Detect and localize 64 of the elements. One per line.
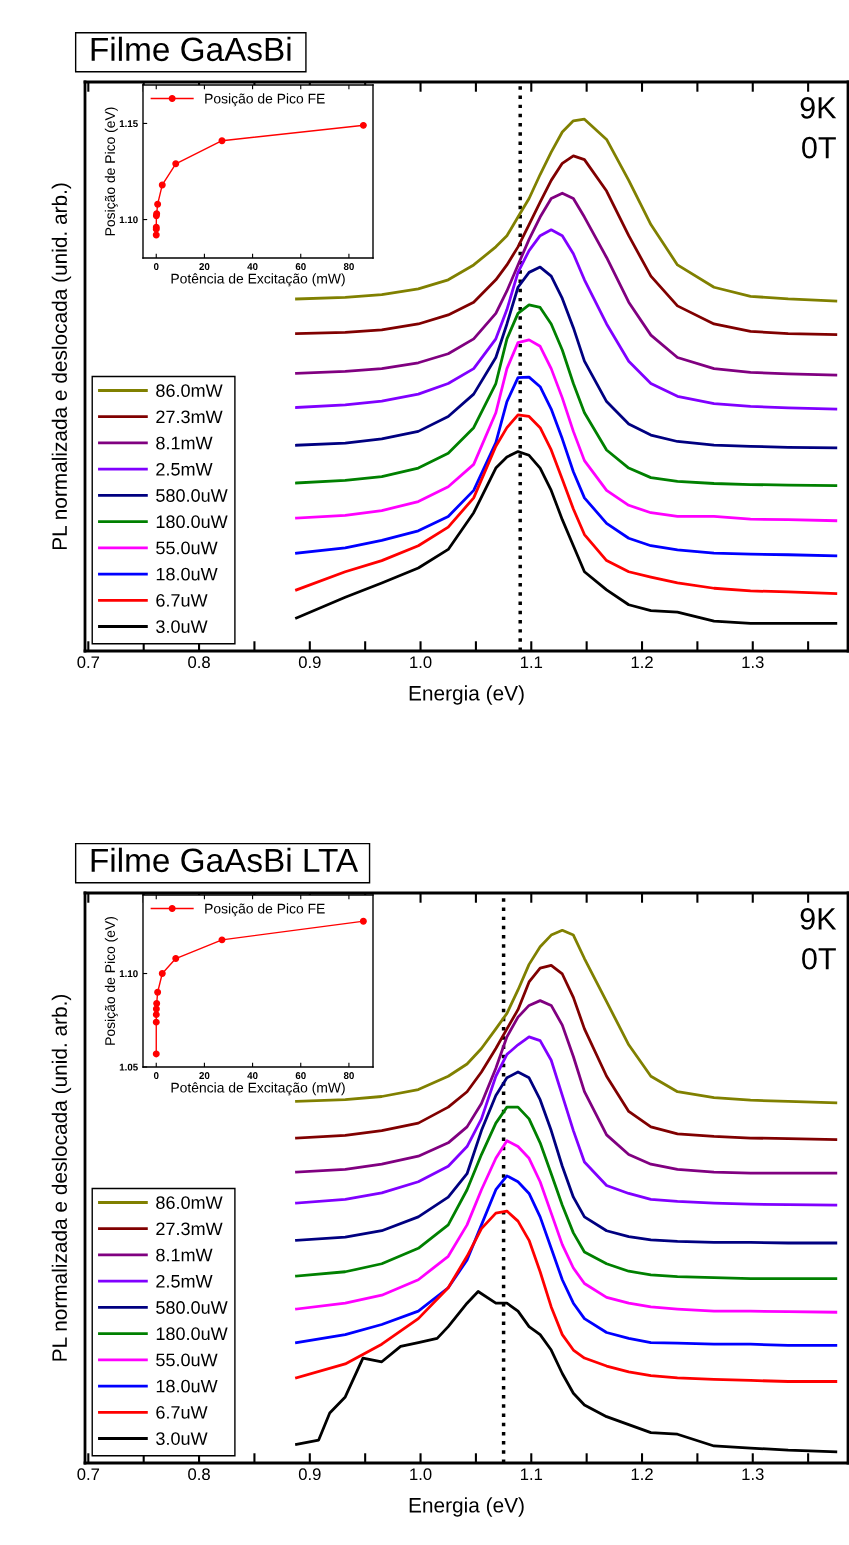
legend-label: 55.0uW xyxy=(156,541,218,555)
x-tick-label: 1.3 xyxy=(742,656,764,669)
x-tick-label: 1.3 xyxy=(742,1468,764,1481)
x-axis-title: Energia (eV) xyxy=(409,685,524,705)
y-tick-label: 1.15 xyxy=(119,120,138,128)
x-tick-label: 1.2 xyxy=(631,656,653,668)
legend-label: 18.0uW xyxy=(156,567,218,581)
x-tick-label: 1.0 xyxy=(410,1468,432,1481)
legend-label: 27.3mW xyxy=(156,1222,223,1236)
x-tick-label: 0.8 xyxy=(188,656,210,669)
legend-label: 3.0uW xyxy=(156,1432,208,1445)
x-tick-label: 80 xyxy=(343,263,354,270)
legend-label: 580.0uW xyxy=(156,1301,228,1314)
legend-label: Posição de Pico FE xyxy=(205,93,325,107)
legend-label: 55.0uW xyxy=(156,1353,218,1367)
y-tick-label: 1.10 xyxy=(119,216,138,224)
annotation: 0T xyxy=(802,136,836,159)
legend-label: Posição de Pico FE xyxy=(205,903,325,917)
text: 9K xyxy=(800,97,837,119)
x-tick-label: 0.7 xyxy=(77,1468,100,1481)
legend-label: 6.7uW xyxy=(156,593,208,607)
x-tick-label: 20 xyxy=(199,1072,210,1079)
x-tick-label: 0.9 xyxy=(298,656,321,669)
legend-label: 86.0mW xyxy=(156,1196,223,1210)
text: 9K xyxy=(800,908,837,930)
x-tick-label: 1.2 xyxy=(631,1468,653,1480)
legend-label: 580.0uW xyxy=(156,489,228,502)
x-tick-label: 40 xyxy=(247,1072,258,1079)
x-tick-label: 1.0 xyxy=(410,656,432,669)
legend-label: 8.1mW xyxy=(156,1248,213,1262)
y-axis-title: PL normalizada e deslocada (unid. arb.) xyxy=(51,994,72,1361)
legend-label: 18.0uW xyxy=(156,1379,218,1393)
y-tick-label: 1.05 xyxy=(119,1063,138,1071)
x-tick-label: 0 xyxy=(153,263,159,270)
x-tick-label: 80 xyxy=(343,1072,354,1079)
x-tick-label: 60 xyxy=(295,263,306,270)
x-tick-label: 0.9 xyxy=(298,1468,321,1481)
legend-label: 180.0uW xyxy=(156,515,228,529)
legend-label: 3.0uW xyxy=(156,620,208,633)
x-axis-title: Energia (eV) xyxy=(409,1497,524,1517)
x-tick-label: 1.1 xyxy=(520,1468,543,1480)
legend-label: 8.1mW xyxy=(156,436,213,450)
legend-label: 27.3mW xyxy=(156,410,223,424)
chart-title: Filme GaAsBi LTA xyxy=(91,847,359,873)
legend-label: 2.5mW xyxy=(156,462,213,476)
legend-label: 180.0uW xyxy=(156,1327,228,1341)
y-axis-title: Posição de Pico (eV) xyxy=(104,917,118,1045)
y-tick-label: 1.10 xyxy=(119,970,138,978)
legend-label: 86.0mW xyxy=(156,384,223,398)
x-tick-label: 0 xyxy=(153,1072,159,1079)
y-axis-title: Posição de Pico (eV) xyxy=(104,107,118,236)
x-tick-label: 60 xyxy=(295,1072,306,1079)
x-tick-label: 20 xyxy=(199,263,210,270)
annotation: 0T xyxy=(802,947,836,970)
x-tick-label: 0.7 xyxy=(77,656,100,669)
legend-label: 6.7uW xyxy=(156,1405,208,1419)
chart-title: Filme GaAsBi xyxy=(91,36,291,62)
x-tick-label: 1.1 xyxy=(520,656,543,668)
x-axis-title: Potência de Excitação (mW) xyxy=(171,1082,345,1096)
legend-label: 2.5mW xyxy=(156,1274,213,1288)
x-tick-label: 40 xyxy=(247,263,258,270)
x-tick-label: 0.8 xyxy=(188,1468,210,1481)
x-axis-title: Potência de Excitação (mW) xyxy=(171,273,345,287)
y-axis-title: PL normalizada e deslocada (unid. arb.) xyxy=(51,183,72,550)
